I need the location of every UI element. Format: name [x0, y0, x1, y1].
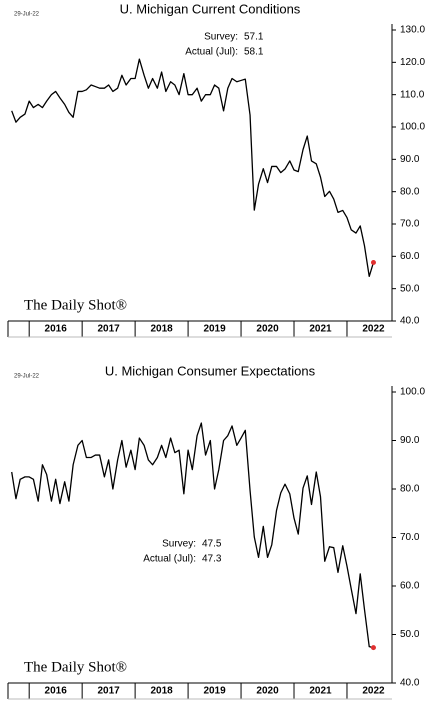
logo: The Daily Shot®: [24, 297, 127, 313]
y-tick-label: 130.0: [400, 25, 425, 36]
x-tick-label: 2019: [203, 686, 226, 697]
date: 29-Jul-22: [14, 12, 40, 18]
date: 29-Jul-22: [14, 374, 40, 380]
last-point: [370, 259, 376, 265]
annotation-label: Actual (Jul):: [185, 47, 238, 58]
x-tick-label: 2016: [45, 686, 68, 697]
x-tick-label: 2021: [309, 686, 332, 697]
y-tick-label: 110.0: [400, 89, 425, 100]
annotation-value: 58.1: [244, 47, 264, 58]
y-tick-label: 70.0: [400, 219, 420, 230]
y-tick-label: 100.0: [400, 387, 425, 398]
y-tick-label: 50.0: [400, 629, 420, 640]
annotation-label: Survey:: [162, 539, 196, 550]
line-series: [11, 58, 375, 278]
y-tick-label: 90.0: [400, 154, 420, 165]
y-tick-label: 100.0: [400, 122, 425, 133]
x-tick-label: 2022: [362, 324, 385, 335]
y-tick-label: 60.0: [400, 581, 420, 592]
annotation-label: Survey:: [204, 32, 238, 43]
y-tick-label: 40.0: [400, 678, 420, 689]
logo: The Daily Shot®: [24, 659, 127, 675]
y-tick-label: 50.0: [400, 283, 420, 294]
x-tick-label: 2022: [362, 686, 385, 697]
x-tick-label: 2016: [45, 324, 68, 335]
x-tick-label: 2021: [309, 324, 332, 335]
y-tick-label: 40.0: [400, 316, 420, 327]
x-tick-label: 2020: [256, 686, 279, 697]
x-tick-label: 2020: [256, 324, 279, 335]
chart-title: U. Michigan Consumer Expectations: [105, 363, 316, 378]
line-series: [11, 422, 374, 649]
last-point: [370, 645, 376, 651]
y-tick-label: 90.0: [400, 435, 420, 446]
x-tick-label: 2018: [150, 324, 173, 335]
x-tick-label: 2019: [203, 324, 226, 335]
y-tick-label: 80.0: [400, 186, 420, 197]
chart-title: U. Michigan Current Conditions: [120, 1, 301, 16]
annotation-value: 57.1: [244, 32, 264, 43]
annotation-value: 47.3: [202, 554, 222, 565]
y-tick-label: 120.0: [400, 57, 425, 68]
annotation-value: 47.5: [202, 539, 222, 550]
x-tick-label: 2017: [98, 686, 121, 697]
y-tick-label: 80.0: [400, 484, 420, 495]
x-tick-label: 2017: [98, 324, 121, 335]
y-tick-label: 60.0: [400, 251, 420, 262]
y-tick-label: 70.0: [400, 532, 420, 543]
x-tick-label: 2018: [150, 686, 173, 697]
annotation-label: Actual (Jul):: [143, 554, 196, 565]
